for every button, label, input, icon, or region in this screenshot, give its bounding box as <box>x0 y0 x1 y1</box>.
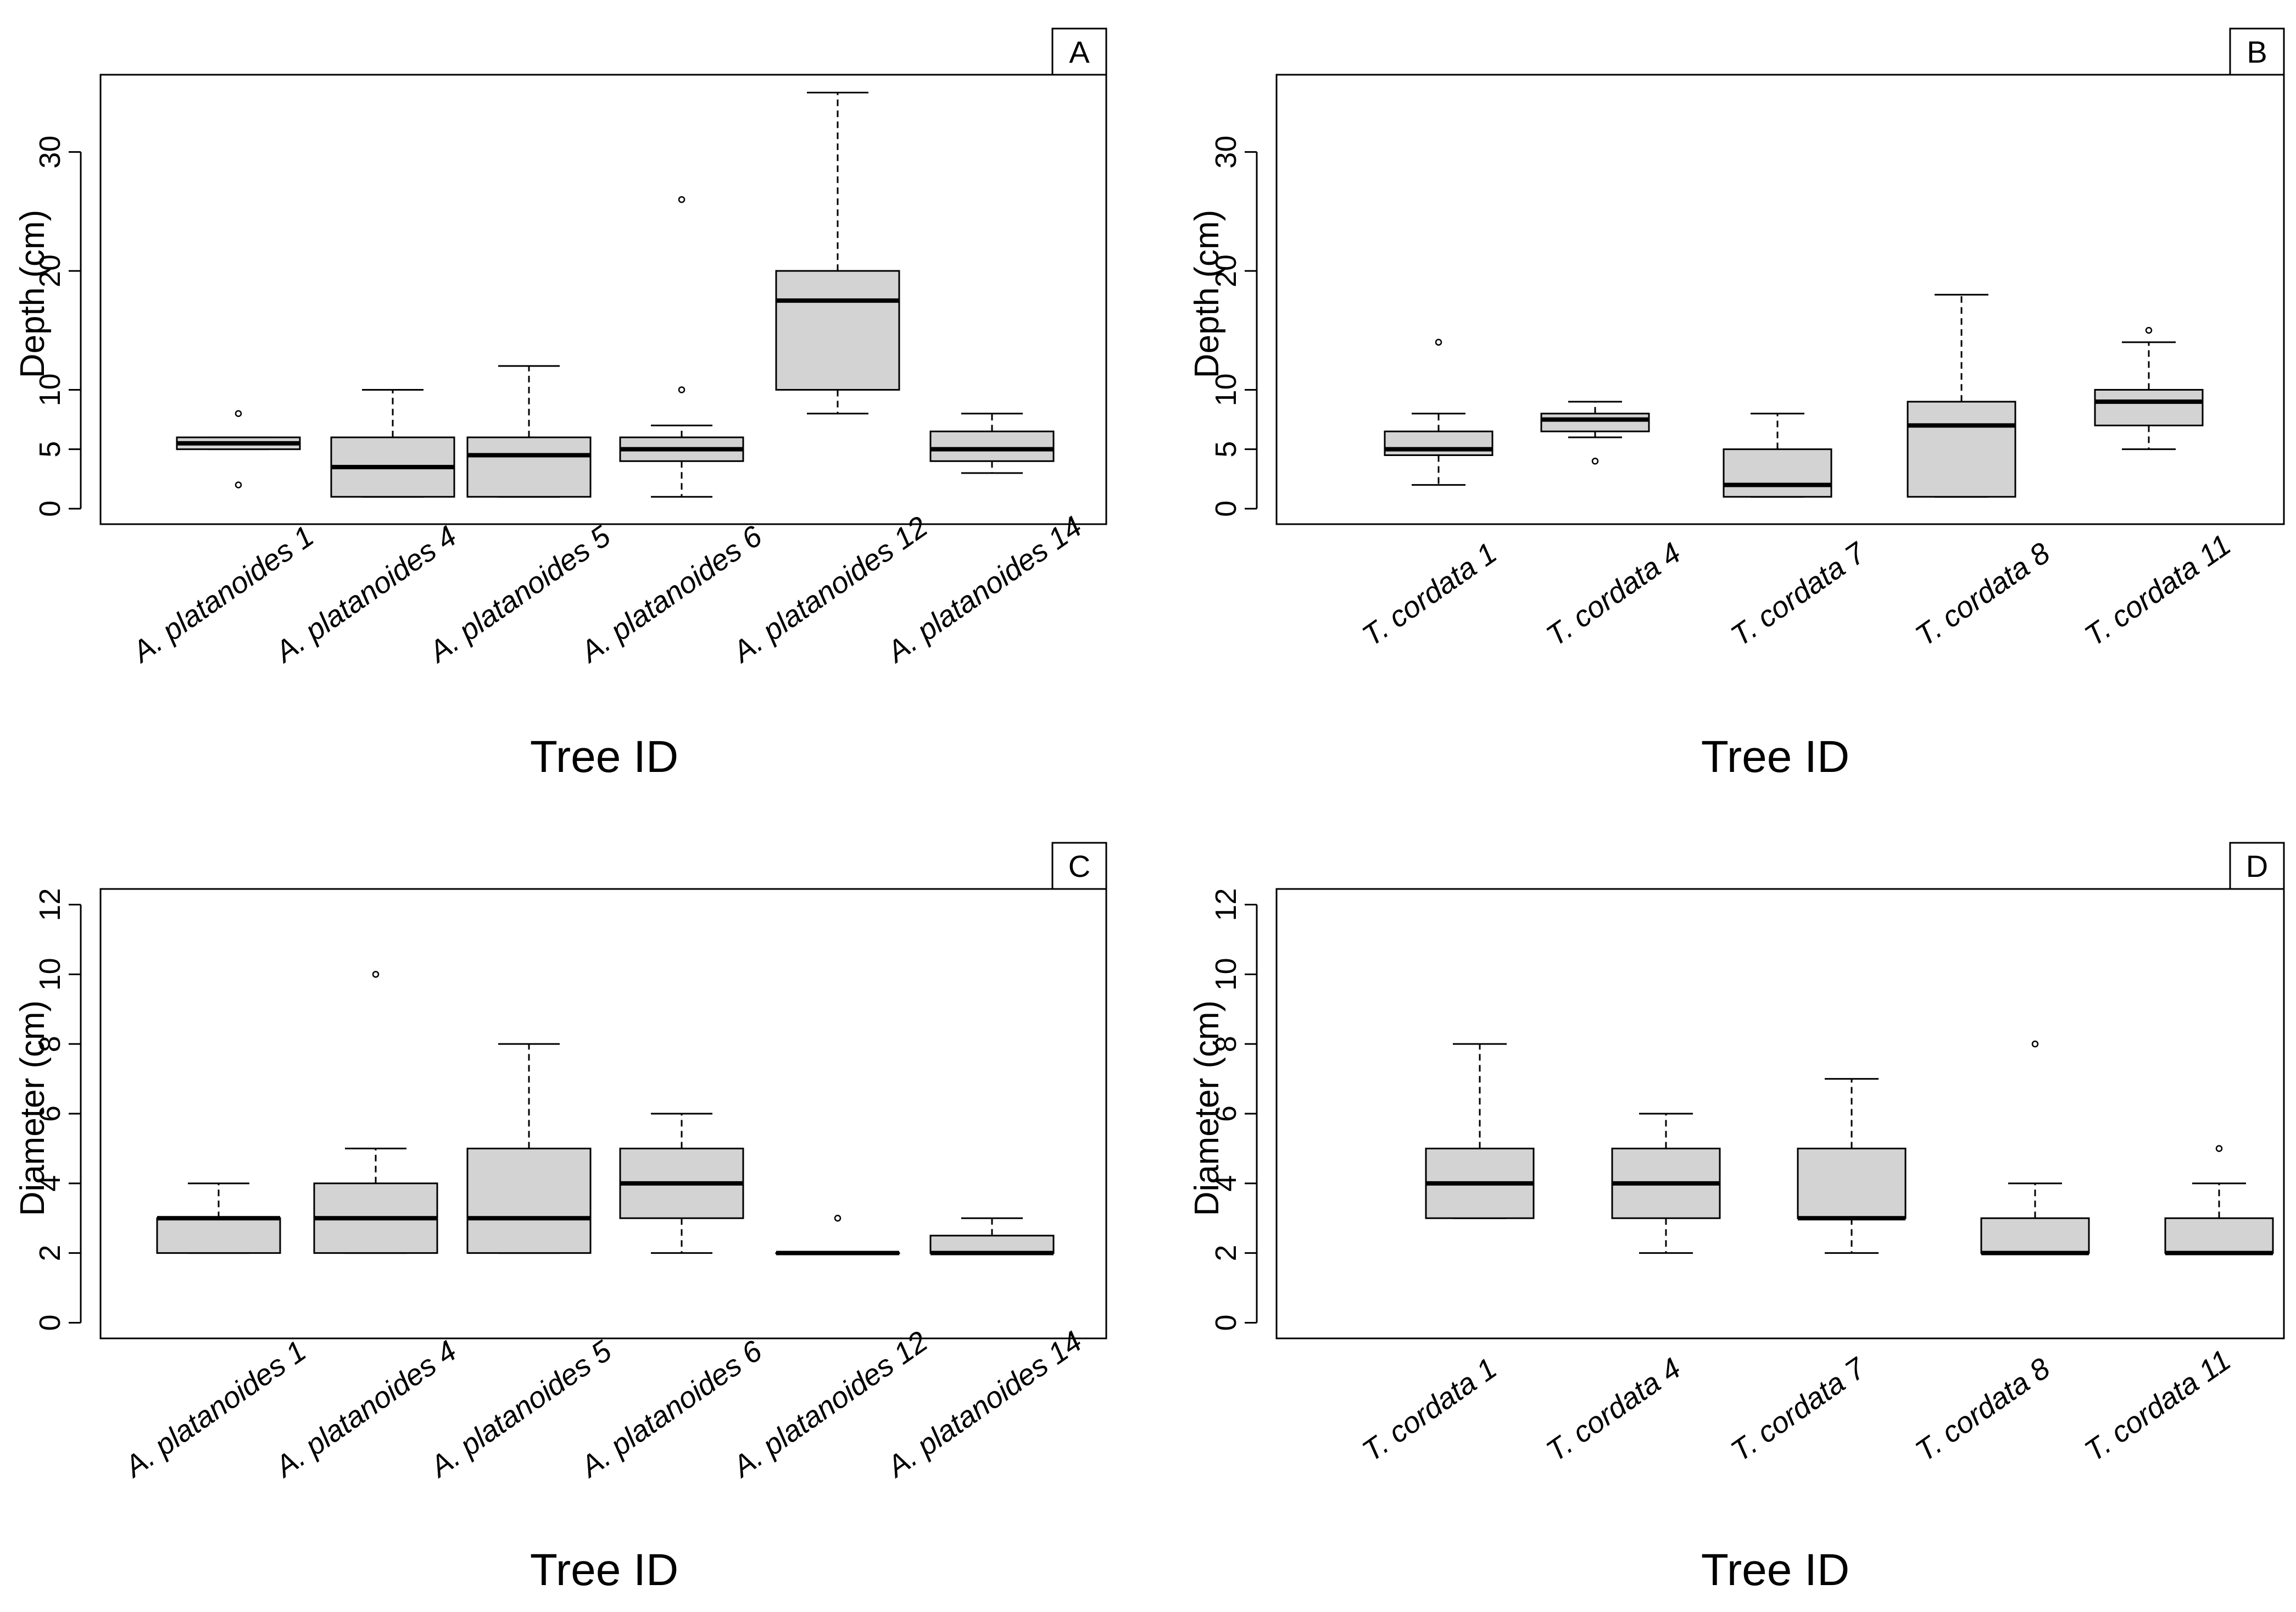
box-5 <box>2164 1145 2274 1255</box>
iqr-box <box>1723 448 1832 498</box>
box-4 <box>1907 293 2016 498</box>
y-tick-label: 12 <box>34 888 66 921</box>
box-1 <box>1425 1043 1535 1219</box>
box-6 <box>929 1217 1055 1255</box>
box-4 <box>619 1113 744 1254</box>
y-tick-label: 0 <box>34 501 66 517</box>
y-tick-label: 5 <box>1210 441 1242 458</box>
y-axis-title: Diameter (cm) <box>14 1000 52 1216</box>
y-tick-label: 12 <box>1210 888 1242 921</box>
iqr-box <box>1797 1147 1907 1219</box>
y-tick-label: 5 <box>34 441 66 458</box>
box-6 <box>929 413 1055 474</box>
y-tick-label: 30 <box>34 136 66 169</box>
y-tick-label: 6 <box>1210 1105 1242 1122</box>
y-tick-label: 10 <box>1210 958 1242 991</box>
outlier-point <box>834 1214 842 1222</box>
outlier-point <box>1435 338 1442 346</box>
box-1 <box>176 410 301 488</box>
outlier-point <box>235 410 242 417</box>
panel-label-box <box>2229 842 2285 890</box>
outlier-point <box>678 196 686 203</box>
y-tick-label: 0 <box>1210 1314 1242 1331</box>
outlier-point <box>235 481 242 488</box>
box-1 <box>1384 338 1493 486</box>
iqr-box <box>466 436 592 498</box>
x-axis-title: Tree ID <box>1701 1545 1849 1595</box>
outlier-point <box>678 386 686 393</box>
y-tick-label: 6 <box>34 1105 66 1122</box>
y-tick-label: 10 <box>34 373 66 406</box>
y-tick-label: 10 <box>1210 373 1242 406</box>
panel-label: D <box>2246 849 2268 883</box>
panel-label: B <box>2247 35 2267 69</box>
box-2 <box>313 971 438 1254</box>
box-2 <box>1611 1113 1721 1254</box>
panel-label-box <box>1051 27 1107 76</box>
outlier-point <box>372 971 380 978</box>
iqr-box <box>1540 413 1650 432</box>
y-tick-label: 0 <box>34 1314 66 1331</box>
box-4 <box>619 196 744 498</box>
y-tick-label: 0 <box>1210 501 1242 517</box>
box-5 <box>775 91 900 415</box>
y-tick-label: 2 <box>34 1245 66 1261</box>
y-tick-label: 20 <box>34 254 66 287</box>
box-3 <box>466 1043 592 1254</box>
iqr-box <box>156 1217 281 1254</box>
y-tick-label: 4 <box>1210 1175 1242 1192</box>
y-axis-title: Depth (cm) <box>14 210 52 379</box>
y-tick-label: 10 <box>34 958 66 991</box>
outlier-point <box>1591 458 1599 465</box>
iqr-box <box>775 270 900 391</box>
panel-label: A <box>1069 35 1090 69</box>
y-tick-label: 8 <box>1210 1036 1242 1052</box>
box-1 <box>156 1182 281 1254</box>
iqr-box <box>1384 430 1493 456</box>
iqr-box <box>1980 1217 2090 1254</box>
box-2 <box>330 388 455 498</box>
x-axis-title: Tree ID <box>530 732 678 782</box>
box-3 <box>466 365 592 498</box>
iqr-box <box>1907 401 2016 498</box>
box-5 <box>2094 327 2204 451</box>
box-5 <box>775 1214 900 1255</box>
box-3 <box>1797 1078 1907 1254</box>
panel-label: C <box>1068 849 1090 883</box>
outlier-point <box>2031 1040 2039 1048</box>
x-axis-title: Tree ID <box>530 1545 678 1595</box>
y-tick-label: 8 <box>34 1036 66 1052</box>
plot-frame <box>1275 74 2285 525</box>
y-tick-label: 2 <box>1210 1245 1242 1261</box>
panel-label-box <box>2229 27 2285 76</box>
box-4 <box>1980 1040 2090 1255</box>
plot-frame <box>99 74 1107 525</box>
y-tick-label: 20 <box>1210 254 1242 287</box>
y-axis-title: Depth (cm) <box>1188 210 1226 379</box>
iqr-box <box>2094 388 2204 426</box>
y-tick-label: 30 <box>1210 136 1242 169</box>
y-axis-title: Diameter (cm) <box>1188 1000 1226 1216</box>
outlier-point <box>2145 327 2153 334</box>
box-2 <box>1540 401 1650 465</box>
x-axis-title: Tree ID <box>1701 732 1849 782</box>
y-tick-label: 4 <box>34 1175 66 1192</box>
iqr-box <box>929 1235 1055 1254</box>
box-3 <box>1723 413 1832 498</box>
plot-frame <box>1275 888 2285 1339</box>
plot-frame <box>99 888 1107 1339</box>
iqr-box <box>929 430 1055 462</box>
iqr-box <box>2164 1217 2274 1254</box>
panel-label-box <box>1051 842 1107 890</box>
outlier-point <box>2215 1145 2223 1152</box>
iqr-box <box>466 1147 592 1254</box>
